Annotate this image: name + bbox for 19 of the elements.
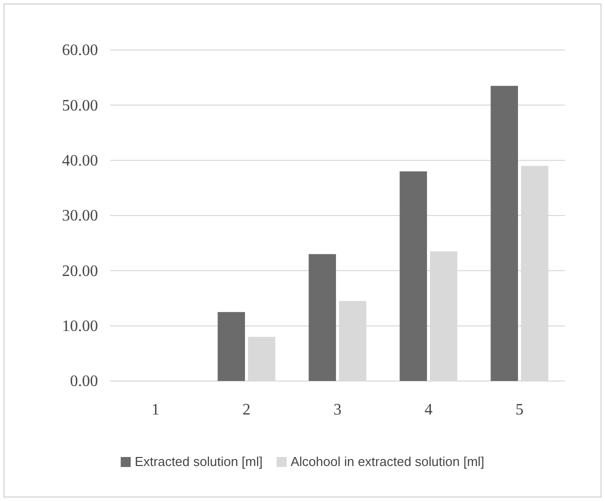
- x-tick-label: 5: [516, 401, 524, 418]
- x-tick-label: 2: [242, 401, 250, 418]
- bar: [308, 254, 336, 381]
- x-tick-label: 1: [152, 401, 160, 418]
- y-tick-label: 30.00: [62, 208, 98, 225]
- y-tick-label: 40.00: [62, 152, 98, 170]
- y-tick-label: 60.00: [62, 42, 98, 60]
- y-tick-label: 10.00: [62, 318, 98, 335]
- y-tick-label: 20.00: [62, 262, 98, 280]
- bar: [248, 336, 276, 381]
- legend-label: Alcohool in extracted solution [ml]: [290, 454, 484, 469]
- x-tick-label: 4: [424, 401, 432, 418]
- bar: [400, 171, 427, 381]
- bar: [218, 312, 245, 381]
- y-tick-label: 0.00: [70, 373, 98, 390]
- y-tick-label: 50.00: [62, 97, 98, 114]
- legend-label: Extracted solution [ml]: [134, 454, 263, 469]
- x-tick-label: 3: [334, 401, 342, 418]
- bar: [490, 86, 518, 381]
